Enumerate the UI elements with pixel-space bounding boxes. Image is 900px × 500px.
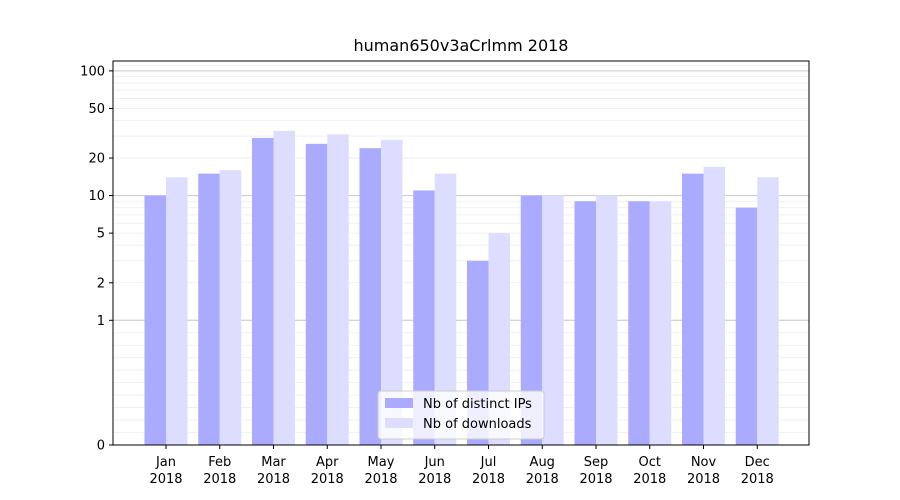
x-tick-label-year: 2018 <box>364 472 397 487</box>
y-tick-label: 2 <box>97 276 105 291</box>
bar-ips-feb <box>198 173 220 445</box>
bar-downloads-aug <box>542 195 564 445</box>
y-tick-label: 0 <box>97 439 105 454</box>
legend-label: Nb of distinct IPs <box>423 397 532 412</box>
axes: 0 1 2 5 10 20 50 100 Jan 2018 Feb 2018 Mar 2018 Apr 201… <box>80 64 774 487</box>
x-tick-label-year: 2018 <box>526 472 559 487</box>
y-tick-label: 1 <box>97 314 105 329</box>
x-tick-label-year: 2018 <box>687 472 720 487</box>
x-tick-label-month: Jan <box>155 455 176 470</box>
legend: Nb of distinct IPs Nb of downloads <box>377 390 545 440</box>
bar-ips-nov <box>682 173 704 445</box>
x-tick-label-year: 2018 <box>633 472 666 487</box>
bar-downloads-sep <box>596 195 618 445</box>
x-tick-label-month: Apr <box>316 455 339 470</box>
bar-downloads-jun <box>434 173 457 445</box>
x-tick-label-month: Mar <box>261 455 286 470</box>
y-tick-label: 50 <box>88 102 105 117</box>
bar-downloads-nov <box>703 166 725 445</box>
bar-downloads-apr <box>327 134 349 445</box>
bar-ips-dec <box>735 207 758 445</box>
legend-swatch <box>385 398 413 408</box>
bar-ips-may <box>359 148 381 445</box>
y-tick-label: 20 <box>88 152 105 167</box>
y-tick-label: 5 <box>97 227 105 242</box>
bar-ips-sep <box>574 201 596 445</box>
legend-swatch <box>385 418 413 428</box>
x-tick-label-month: Jul <box>480 455 497 470</box>
bar-downloads-mar <box>273 130 295 445</box>
legend-box <box>377 390 545 440</box>
bars <box>144 130 779 446</box>
bar-downloads-may <box>381 139 403 445</box>
y-tick-label: 10 <box>88 189 105 204</box>
legend-label: Nb of downloads <box>423 417 532 432</box>
bar-downloads-oct <box>649 201 672 445</box>
x-tick-label-month: Aug <box>530 455 555 470</box>
chart-title: human650v3aCrlmm 2018 <box>354 36 569 55</box>
bar-downloads-jan <box>166 177 188 445</box>
bar-ips-oct <box>628 201 650 445</box>
x-tick-label-year: 2018 <box>418 472 451 487</box>
x-tick-label-year: 2018 <box>257 472 290 487</box>
bar-ips-aug <box>520 195 543 445</box>
bar-ips-apr <box>305 143 328 446</box>
bar-downloads-dec <box>757 177 779 445</box>
x-tick-label-year: 2018 <box>311 472 344 487</box>
bar-ips-jan <box>144 195 166 445</box>
x-tick-label-month: Dec <box>745 455 770 470</box>
x-tick-label-month: Sep <box>584 455 609 470</box>
x-tick-label-year: 2018 <box>741 472 774 487</box>
x-tick-label-year: 2018 <box>203 472 236 487</box>
x-tick-label-year: 2018 <box>149 472 182 487</box>
bar-downloads-feb <box>219 170 242 445</box>
plot-frame <box>112 60 810 446</box>
x-tick-label-year: 2018 <box>579 472 612 487</box>
bar-ips-jun <box>413 190 435 445</box>
bar-ips-mar <box>252 137 274 446</box>
x-tick-label-year: 2018 <box>472 472 505 487</box>
x-tick-label-month: May <box>368 455 395 470</box>
y-tick-label: 100 <box>80 64 105 79</box>
x-tick-label-month: Feb <box>208 455 231 470</box>
x-tick-label-month: Nov <box>691 455 717 470</box>
x-tick-label-month: Oct <box>639 455 661 470</box>
x-tick-label-month: Jun <box>424 455 445 470</box>
